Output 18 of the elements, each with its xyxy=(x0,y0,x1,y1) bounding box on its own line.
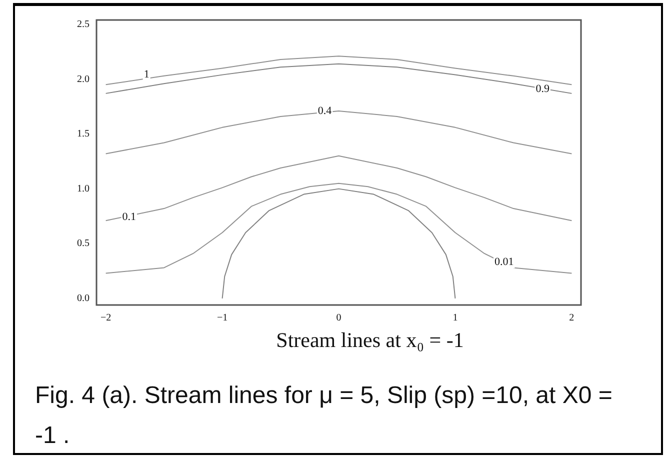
x-tick-label: 2 xyxy=(569,312,574,324)
y-tick-label: 1.5 xyxy=(77,128,90,140)
y-tick-label: 2.0 xyxy=(77,74,90,85)
annotation: 0.9 xyxy=(536,82,550,95)
y-tick-label: 2.5 xyxy=(77,19,90,30)
x-tick-label: 0 xyxy=(336,312,342,324)
x-tick-label: 1 xyxy=(452,312,458,324)
x-tick-label: −1 xyxy=(216,312,228,324)
y-tick-label: 1.0 xyxy=(77,183,90,194)
annotation: 0.1 xyxy=(122,211,136,224)
annotation: 1 xyxy=(144,68,150,81)
x-tick-label: −2 xyxy=(100,312,112,324)
y-tick-label: 0.0 xyxy=(77,293,90,304)
x-axis-title: Stream lines at x₀ = -1 xyxy=(275,328,465,353)
caption: Fig. 4 (a). Stream lines for μ = 5, Slip (sp) =10, at X0 = -1 . xyxy=(35,381,614,451)
annotation: 0.4 xyxy=(318,104,332,117)
annotation: 0.01 xyxy=(494,256,514,268)
y-tick-label: 0.5 xyxy=(77,238,90,250)
